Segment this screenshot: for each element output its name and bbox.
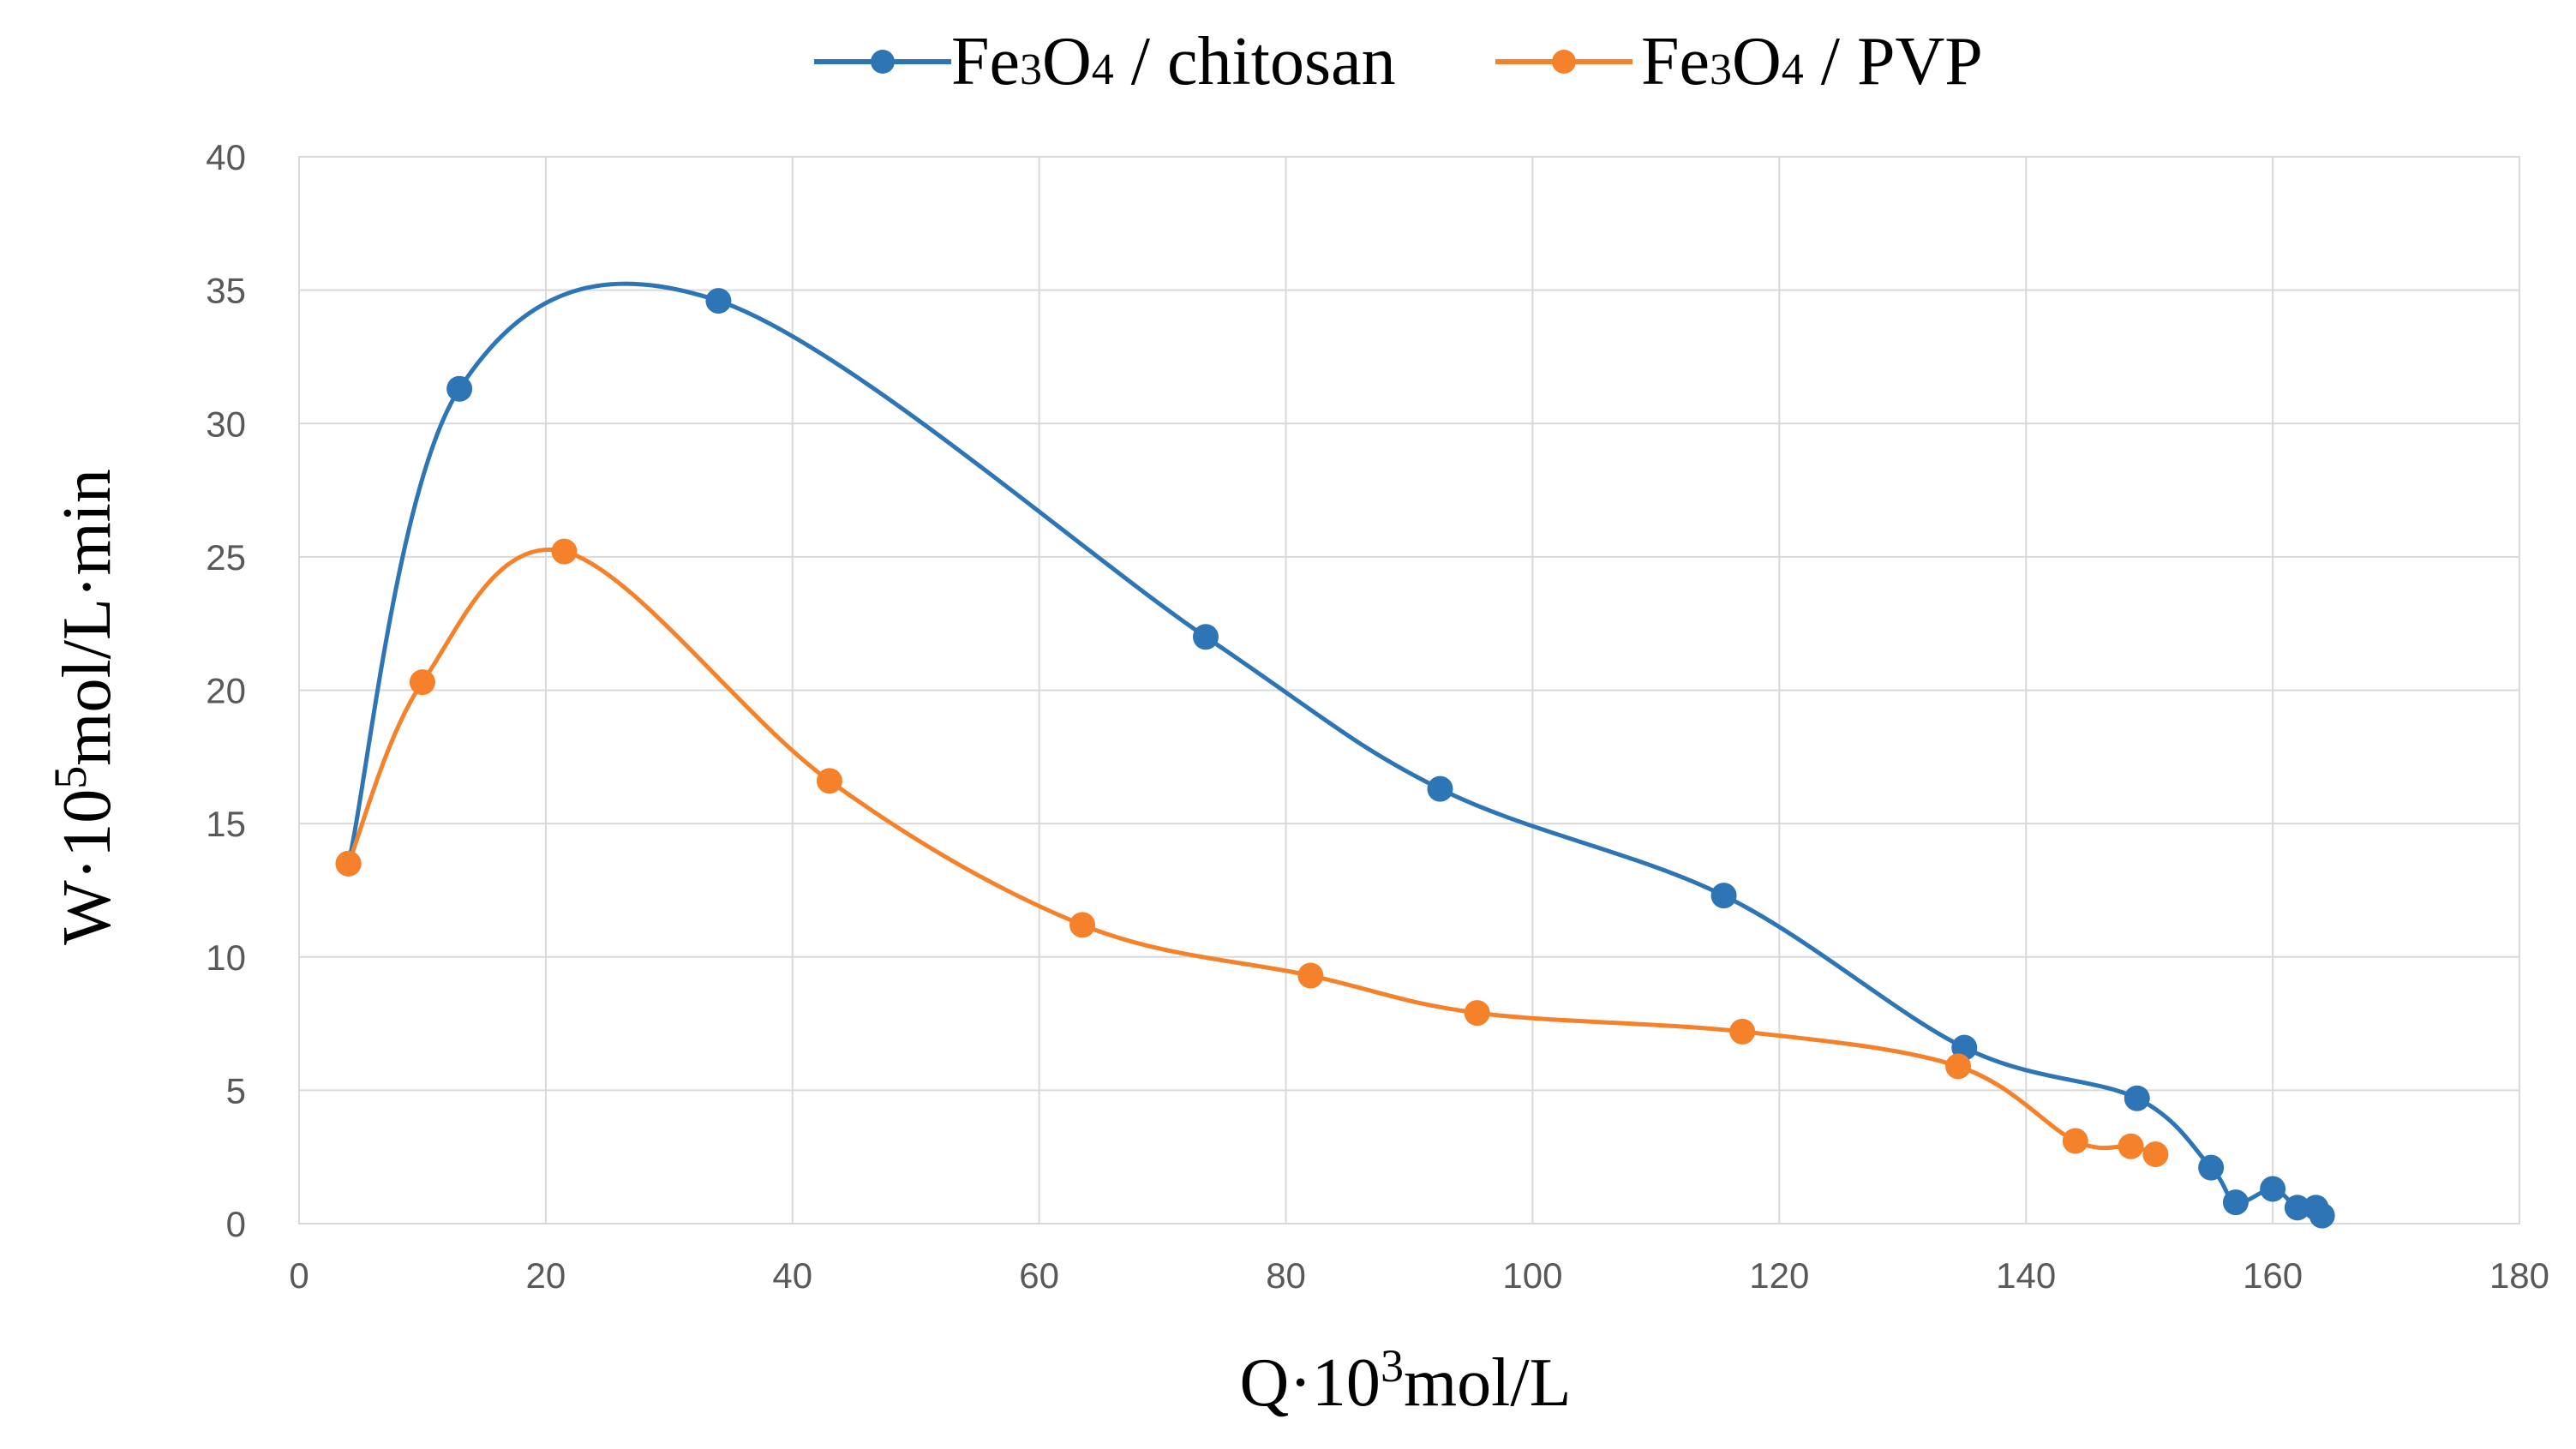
legend-label-pvp: Fe3O4 / PVP: [1641, 24, 1983, 99]
legend-item-chitosan: Fe3O4 / chitosan: [814, 24, 1396, 99]
x-axis-title: Q·103mol/L: [1240, 1340, 1572, 1421]
series-line: [346, 548, 2157, 1157]
data-point: [409, 669, 435, 696]
series-group: [335, 281, 2335, 1229]
x-tick-label: 140: [1996, 1255, 2056, 1296]
legend-swatch-marker: [1552, 50, 1576, 74]
legend-swatch-marker: [871, 50, 895, 74]
data-point: [551, 538, 578, 565]
y-axis-title: W·105mol/L·min: [45, 469, 125, 945]
data-point: [335, 850, 362, 877]
data-point: [705, 288, 732, 314]
data-point: [2124, 1085, 2150, 1111]
x-axis-ticks: 0 20 40 60 80 100 120 140 160 180: [289, 1255, 2549, 1296]
data-point: [2284, 1195, 2310, 1221]
x-tick-label: 80: [1266, 1255, 1306, 1296]
y-tick-label: 25: [206, 537, 246, 578]
data-point: [2118, 1133, 2144, 1159]
x-tick-label: 160: [2243, 1255, 2303, 1296]
y-tick-label: 10: [206, 937, 246, 978]
data-point: [1427, 775, 1453, 802]
data-point: [1945, 1053, 1972, 1080]
x-tick-label: 20: [526, 1255, 566, 1296]
x-tick-label: 40: [772, 1255, 812, 1296]
data-point: [1297, 962, 1324, 989]
plot-area: [298, 156, 2520, 1224]
y-tick-label: 20: [206, 671, 246, 711]
x-tick-label: 180: [2489, 1255, 2549, 1296]
series-chitosan: [335, 281, 2335, 1229]
x-tick-label: 0: [289, 1255, 309, 1296]
legend-label-chitosan: Fe3O4 / chitosan: [951, 24, 1396, 99]
data-point: [1464, 1000, 1490, 1027]
x-tick-label: 120: [1749, 1255, 1809, 1296]
series-pvp: [335, 538, 2169, 1168]
data-point: [1729, 1018, 1756, 1045]
data-point: [816, 768, 842, 794]
y-tick-label: 0: [226, 1204, 246, 1244]
legend-item-pvp: Fe3O4 / PVP: [1495, 24, 1983, 99]
y-tick-label: 40: [206, 137, 246, 177]
data-point: [2062, 1128, 2088, 1154]
y-tick-label: 35: [206, 271, 246, 311]
legend: Fe3O4 / chitosan Fe3O4 / PVP: [814, 24, 1983, 99]
x-tick-label: 100: [1502, 1255, 1562, 1296]
x-tick-label: 60: [1019, 1255, 1059, 1296]
gridlines: [298, 156, 2520, 1224]
data-point: [1710, 883, 1737, 909]
y-axis-ticks: 0 5 10 15 20 25 30 35 40: [206, 137, 246, 1244]
data-point: [446, 375, 473, 402]
data-point: [2309, 1202, 2335, 1229]
data-point: [1069, 912, 1096, 938]
data-point: [1192, 624, 1219, 650]
y-tick-label: 15: [206, 804, 246, 844]
data-point: [2260, 1176, 2286, 1202]
data-point: [2222, 1189, 2249, 1216]
y-tick-label: 30: [206, 404, 246, 444]
y-tick-label: 5: [226, 1070, 246, 1111]
data-point: [2198, 1154, 2225, 1181]
data-point: [2142, 1141, 2169, 1168]
